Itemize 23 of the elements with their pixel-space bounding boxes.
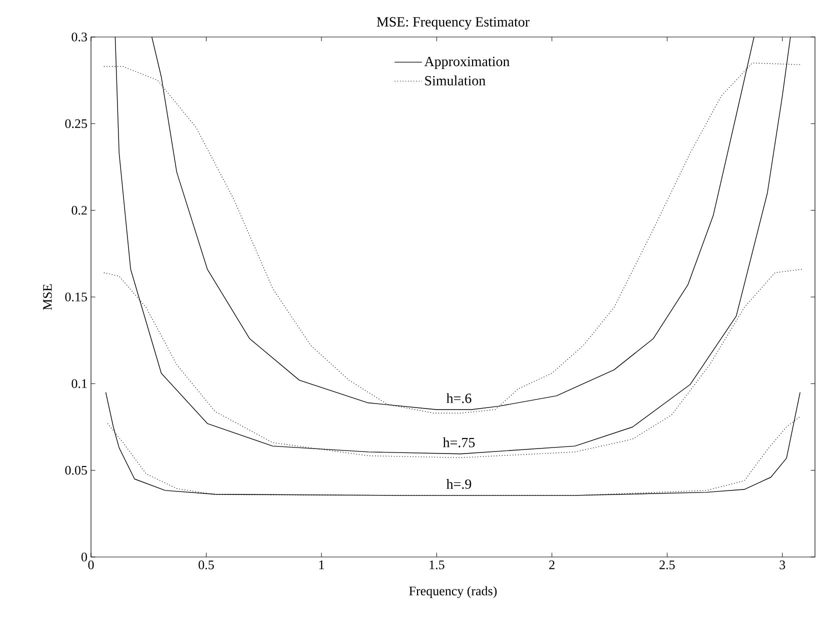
y-tick-label: 0.05 — [65, 466, 87, 475]
line-series — [105, 392, 800, 496]
x-tick-label: 2.5 — [660, 560, 675, 570]
y-tick-label: 0.15 — [65, 292, 87, 302]
x-tick-label: 0.5 — [198, 560, 214, 570]
y-axis-title: MSE — [43, 284, 52, 310]
x-tick-label: 2 — [549, 560, 554, 570]
y-tick-label: 0.25 — [65, 119, 87, 128]
annotation: h=.6 — [446, 393, 472, 404]
y-tick-label: 0.3 — [72, 32, 87, 42]
y-tick-label: 0 — [81, 552, 87, 562]
x-tick-label: 3 — [780, 560, 786, 570]
x-tick-label: 1.5 — [430, 560, 444, 570]
x-tick-label: 1 — [319, 560, 324, 570]
y-tick-label: 0.2 — [72, 206, 87, 215]
y-tick-label: 0.1 — [72, 379, 87, 388]
x-axis-title: Frequency (rads) — [409, 586, 497, 598]
legend-label: Simulation — [425, 76, 486, 86]
x-tick-label: 0 — [88, 560, 94, 570]
annotation: h=.75 — [442, 437, 475, 448]
legend-label: Approximation — [424, 56, 510, 70]
chart-title: MSE: Frequency Estimator — [376, 17, 530, 30]
annotation: h=.9 — [446, 479, 472, 489]
